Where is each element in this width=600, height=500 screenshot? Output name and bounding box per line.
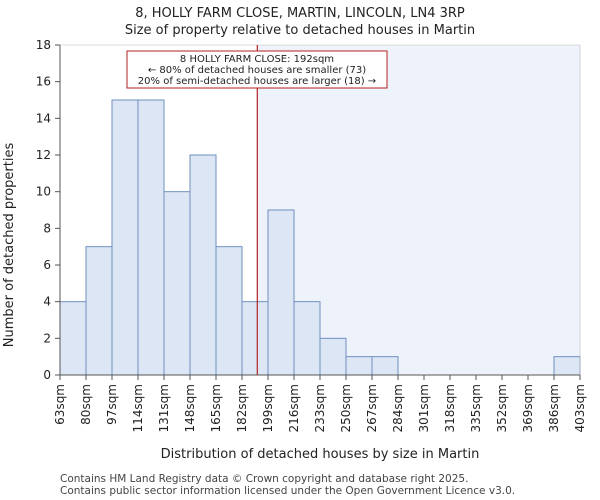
x-axis-label: Distribution of detached houses by size …: [161, 447, 480, 462]
bar-97sqm: [111, 99, 139, 376]
x-tick-label-148sqm: 148sqm: [183, 384, 197, 432]
bar-233sqm: [319, 337, 347, 376]
x-tick-label-216sqm: 216sqm: [287, 384, 301, 432]
y-tick-label-12: 12: [36, 148, 51, 162]
chart-subtitle: Size of property relative to detached ho…: [125, 23, 475, 38]
y-tick-label-2: 2: [43, 331, 51, 345]
y-tick-label-6: 6: [43, 258, 51, 272]
bar-216sqm: [293, 301, 321, 376]
footer-line-1: Contains HM Land Registry data © Crown c…: [60, 473, 468, 485]
y-tick-label-0: 0: [43, 368, 51, 382]
x-tick-label-165sqm: 165sqm: [209, 384, 223, 432]
x-tick-label-199sqm: 199sqm: [261, 384, 275, 432]
y-tick-label-10: 10: [36, 185, 51, 199]
bar-199sqm: [267, 209, 295, 376]
x-tick-label-335sqm: 335sqm: [469, 384, 483, 432]
plot-area: 0 2 4 6 8 10 12 14 16 18 63sqm 80sqm 97sqm 114sqm 131s…: [36, 38, 587, 432]
x-tick-label-318sqm: 318sqm: [443, 384, 457, 432]
x-tick-label-403sqm: 403sqm: [573, 384, 587, 432]
bar-80sqm: [85, 246, 113, 376]
x-tick-label-97sqm: 97sqm: [105, 384, 119, 425]
x-tick-label-131sqm: 131sqm: [157, 384, 171, 432]
bar-386sqm: [553, 356, 581, 376]
annotation-line1: 8 HOLLY FARM CLOSE: 192sqm: [180, 54, 334, 65]
x-tick-label-80sqm: 80sqm: [79, 384, 93, 425]
x-tick-label-267sqm: 267sqm: [365, 384, 379, 432]
y-tick-label-4: 4: [43, 295, 51, 309]
annotation-line3: 20% of semi-detached houses are larger (…: [138, 76, 376, 87]
x-tick-label-284sqm: 284sqm: [391, 384, 405, 432]
x-tick-label-352sqm: 352sqm: [495, 384, 509, 432]
y-axis-label: Number of detached properties: [2, 143, 17, 348]
bar-63sqm: [59, 301, 87, 376]
y-tick-label-14: 14: [36, 111, 51, 125]
x-tick-label-182sqm: 182sqm: [235, 384, 249, 432]
x-tick-label-250sqm: 250sqm: [339, 384, 353, 432]
x-tick-label-63sqm: 63sqm: [53, 384, 67, 425]
y-tick-label-8: 8: [43, 221, 51, 235]
y-tick-label-16: 16: [36, 75, 51, 89]
bar-165sqm: [215, 246, 243, 376]
x-tick-label-114sqm: 114sqm: [131, 384, 145, 432]
bar-267sqm: [371, 356, 399, 376]
bar-250sqm: [345, 356, 373, 376]
bar-114sqm: [137, 99, 165, 376]
annotation-box: [126, 50, 388, 89]
y-tick-label-18: 18: [36, 38, 51, 52]
annotation-line2: ← 80% of detached houses are smaller (73…: [148, 65, 366, 76]
footer-line-2: Contains public sector information licen…: [60, 485, 515, 497]
chart-title: 8, HOLLY FARM CLOSE, MARTIN, LINCOLN, LN…: [135, 6, 465, 21]
x-tick-label-369sqm: 369sqm: [521, 384, 535, 432]
bar-182sqm: [241, 301, 269, 376]
bar-131sqm: [163, 191, 191, 376]
x-tick-label-233sqm: 233sqm: [313, 384, 327, 432]
x-tick-label-301sqm: 301sqm: [417, 384, 431, 432]
x-tick-label-386sqm: 386sqm: [547, 384, 561, 432]
bar-148sqm: [189, 154, 217, 376]
